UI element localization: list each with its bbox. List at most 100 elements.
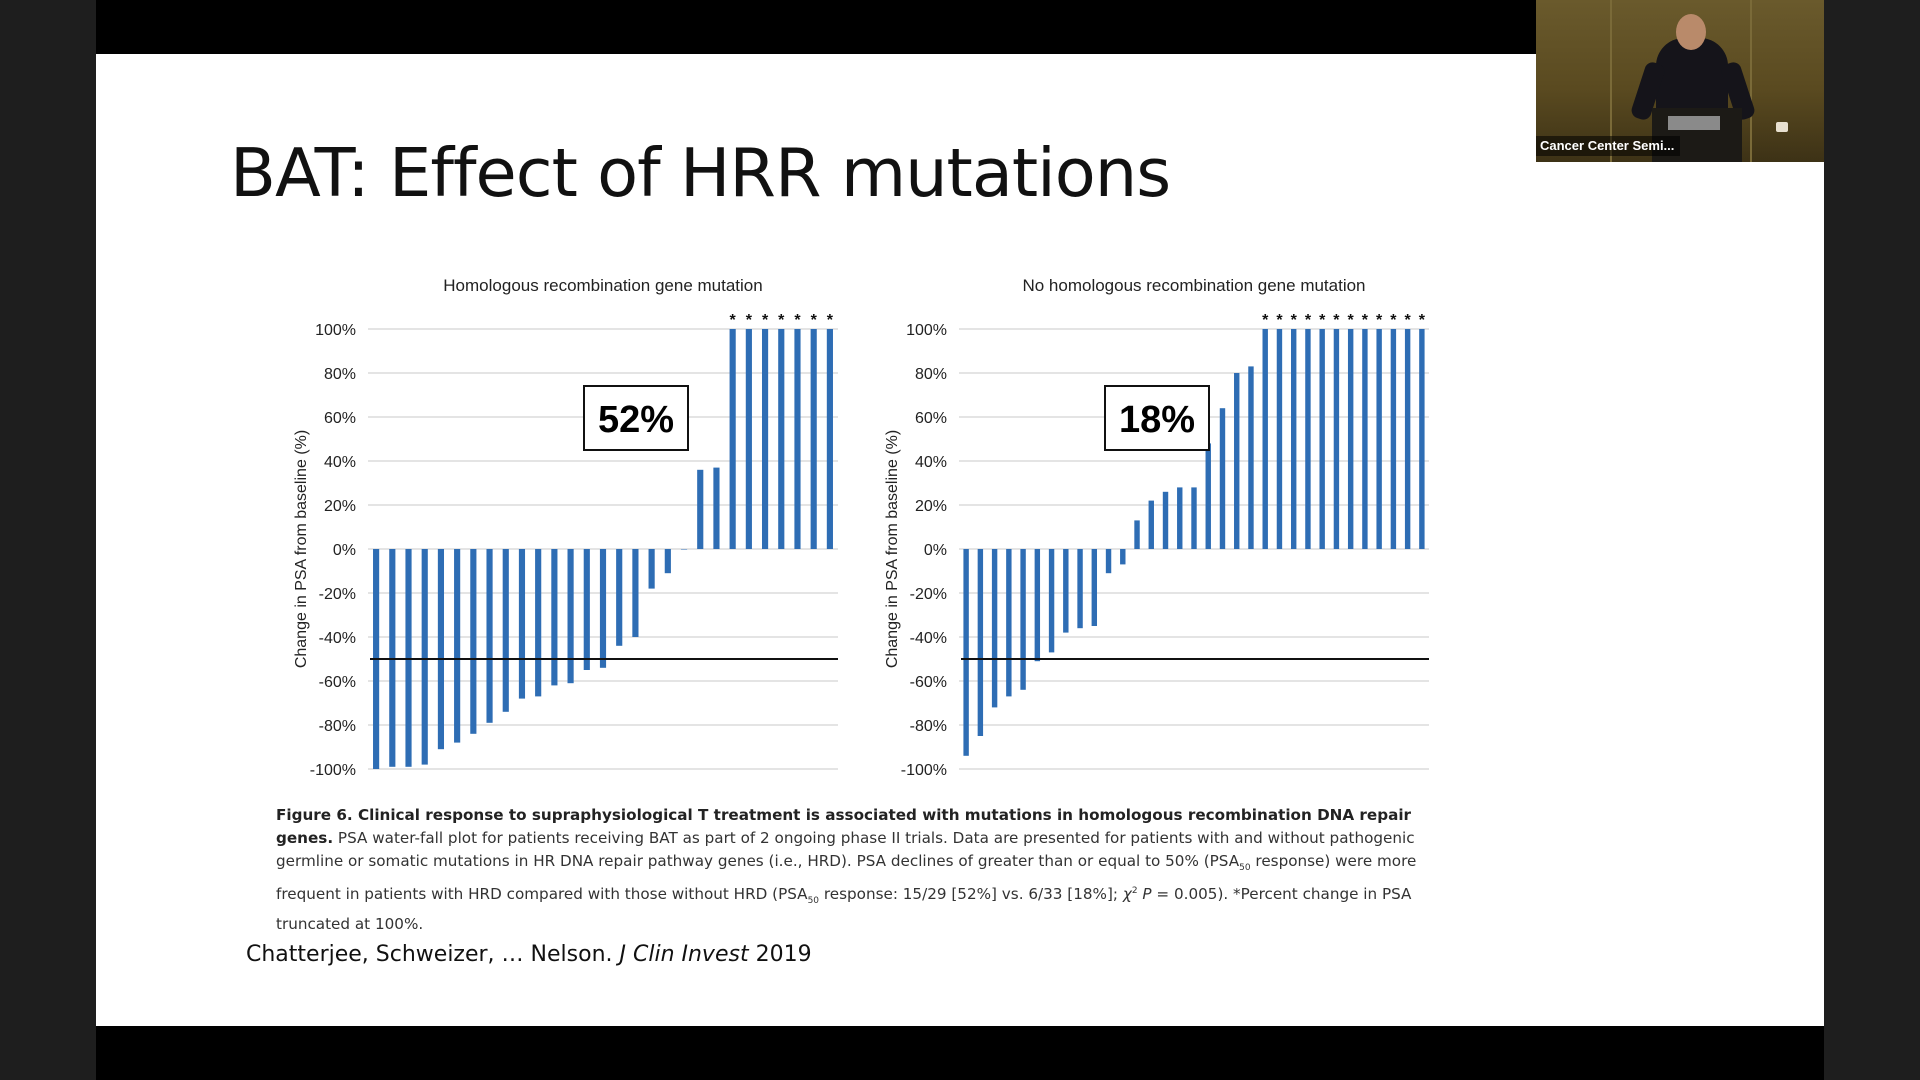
y-tick-label: 40% [915,454,947,471]
y-tick-label: -60% [319,674,356,691]
y-tick-label: 60% [324,410,356,427]
bar [632,549,639,637]
bar [648,549,655,589]
bar [963,549,969,756]
callout-border [1104,385,1210,451]
bar [1205,443,1211,549]
bar [1034,549,1041,662]
wall-panel-line [1750,0,1752,162]
y-tick-label: 40% [324,454,356,471]
truncated-marker: * [1419,312,1426,329]
bar [810,329,817,549]
bar [745,329,752,549]
truncated-marker: * [794,312,801,329]
bar [1290,329,1297,549]
webcam-label: Cancer Center Semi... [1536,136,1681,156]
waterfall-chart-hr-mutation: Homologous recombination gene mutation Ch… [293,276,838,779]
percent-callout: 18% [1119,399,1195,441]
truncated-marker: * [1319,312,1326,329]
truncated-marker: * [746,312,753,329]
y-tick-label: 100% [906,322,947,339]
bar [761,329,769,549]
bar [1177,487,1183,549]
y-tick-label: -40% [319,630,356,647]
y-tick-label: -100% [310,762,356,779]
y-tick-label: 100% [315,322,356,339]
slide-title: BAT: Effect of HRR mutations [230,134,1171,212]
bar [1319,329,1325,549]
bar [454,549,461,743]
y-tick-label: 20% [324,498,356,515]
percent-callout: 52% [598,399,674,441]
bar [486,549,493,723]
bar [977,549,984,736]
bar [1390,329,1397,549]
citation: Chatterjee, Schweizer, … Nelson. J Clin … [246,942,812,967]
y-axis-label: Change in PSA from baseline (%) [293,430,310,668]
bar [1048,549,1055,653]
percent-callout-box: 52% [583,385,689,451]
waterfall-chart-no-hr-mutation: No homologous recombination gene mutatio… [884,276,1429,779]
y-tick-label: -80% [910,718,947,735]
bottom-letterbox [96,1026,1824,1080]
truncated-marker: * [1276,312,1283,329]
y-tick-label: 20% [915,498,947,515]
bar [1191,487,1197,549]
caption-sub-1: 50 [1239,863,1251,874]
bar [1077,549,1083,629]
bar [583,549,590,670]
panel-title: No homologous recombination gene mutatio… [1022,276,1365,295]
truncated-marker: * [811,312,818,329]
truncated-marker: * [730,312,737,329]
y-tick-label: -60% [910,674,947,691]
truncated-marker: * [1305,312,1312,329]
truncated-marker: * [1262,312,1269,329]
bar [616,549,623,646]
y-tick-label: -80% [319,718,356,735]
bar [1376,329,1382,549]
caption-sub-2: 50 [807,896,820,907]
bar [1120,549,1126,565]
bar [1148,500,1154,549]
y-tick-label: -100% [901,762,947,779]
truncated-marker: * [762,312,769,329]
bar [502,549,509,712]
bar [680,549,688,550]
y-tick-label: -20% [319,586,356,603]
y-tick-label: 60% [915,410,947,427]
bar [599,549,607,668]
caption-text-1: PSA water-fall plot for patients receivi… [276,829,1415,870]
citation-authors: Chatterjee, Schweizer, … Nelson. [246,942,620,967]
y-tick-label: 0% [333,542,356,559]
truncated-marker: * [1390,312,1397,329]
bar [1063,549,1069,633]
truncated-marker: * [778,312,785,329]
panel-title: Homologous recombination gene mutation [443,276,762,295]
y-axis-label: Change in PSA from baseline (%) [884,430,901,668]
caption-text-4: = 0.005). *Percent change in PSA truncat… [276,885,1412,934]
y-tick-label: 80% [324,366,356,383]
bar [1347,329,1354,549]
slide: BAT: Effect of HRR mutations Homologous … [96,54,1824,1026]
truncated-marker: * [1362,312,1369,329]
truncated-marker: * [1376,312,1383,329]
bar [729,329,736,549]
caption-chi-sup: 2 [1131,886,1138,897]
bar [389,549,396,767]
bar [1276,329,1283,549]
cup [1776,122,1788,132]
bar [664,549,671,574]
caption-chi: χ [1122,885,1132,904]
caption-bold: Figure 6. Clinical response to supraphys… [276,806,1412,847]
bar [794,329,801,549]
bar [1219,408,1226,549]
bar [421,549,428,765]
bar [437,549,445,750]
percent-callout-box: 18% [1104,385,1210,451]
bar [991,549,998,708]
y-tick-label: -20% [910,586,947,603]
bar [1020,549,1026,690]
bar [551,549,558,686]
truncated-marker: * [1405,312,1412,329]
y-tick-label: -40% [910,630,947,647]
